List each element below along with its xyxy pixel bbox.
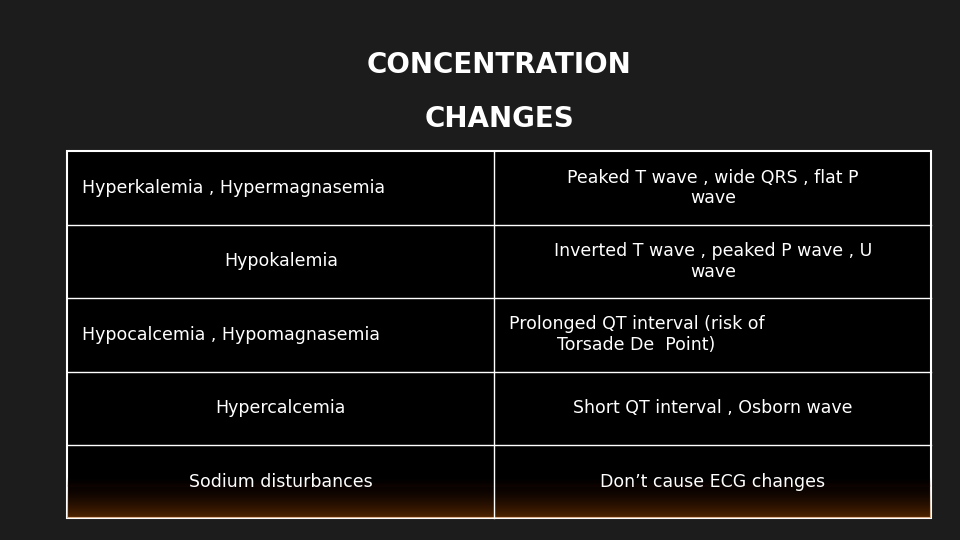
Bar [67,488,931,489]
Bar [67,512,931,514]
Bar [67,503,931,504]
Text: Hypocalcemia , Hypomagnasemia: Hypocalcemia , Hypomagnasemia [82,326,379,344]
Text: Peaked T wave , wide QRS , flat P
wave: Peaked T wave , wide QRS , flat P wave [567,168,858,207]
Bar [67,508,931,509]
Bar [67,505,931,507]
Bar [67,481,931,482]
Text: CHANGES: CHANGES [424,105,574,133]
Bar [67,509,931,510]
Bar [67,516,931,517]
Bar [67,496,931,497]
FancyBboxPatch shape [67,151,931,518]
Bar [67,498,931,500]
Bar [67,497,931,498]
Bar [67,495,931,496]
Bar [67,513,931,515]
Bar [67,492,931,494]
Text: Hypercalcemia: Hypercalcemia [216,399,346,417]
Bar [67,511,931,512]
Bar [67,477,931,479]
Bar [67,478,931,480]
Bar [67,494,931,495]
Bar [67,480,931,481]
Bar [67,483,931,485]
Bar [67,484,931,486]
Text: CONCENTRATION: CONCENTRATION [367,51,632,79]
Bar [67,514,931,515]
Bar [67,517,931,518]
Bar [67,505,931,507]
Bar [67,502,931,503]
Bar [67,490,931,491]
Bar [67,490,931,492]
Text: Prolonged QT interval (risk of
Torsade De  Point): Prolonged QT interval (risk of Torsade D… [509,315,764,354]
Bar [67,501,931,502]
Bar [67,500,931,501]
Text: Sodium disturbances: Sodium disturbances [189,472,372,491]
Bar [67,515,931,516]
Text: Hyperkalemia , Hypermagnasemia: Hyperkalemia , Hypermagnasemia [82,179,385,197]
Bar [67,482,931,484]
Bar [67,507,931,508]
Bar [67,489,931,490]
Text: Inverted T wave , peaked P wave , U
wave: Inverted T wave , peaked P wave , U wave [554,242,872,281]
Bar [67,487,931,488]
Bar [67,482,931,483]
Bar [67,497,931,499]
Text: Short QT interval , Osborn wave: Short QT interval , Osborn wave [573,399,852,417]
Text: Hypokalemia: Hypokalemia [224,252,338,271]
Bar [67,485,931,487]
Bar [67,491,931,493]
Text: Don’t cause ECG changes: Don’t cause ECG changes [600,472,826,491]
Bar [67,510,931,511]
Bar [67,504,931,505]
